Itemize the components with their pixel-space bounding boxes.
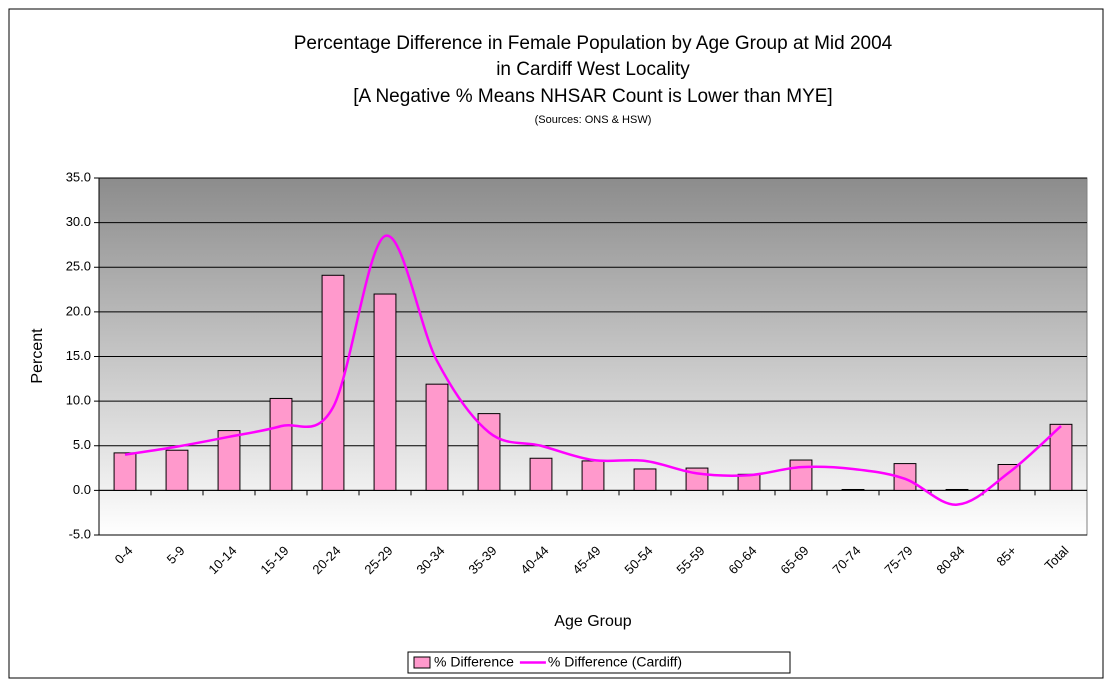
bar <box>477 413 501 491</box>
bar <box>841 488 865 491</box>
legend-swatch <box>413 656 431 669</box>
y-tick-label: 15.0 <box>66 348 91 363</box>
bar <box>373 293 397 491</box>
y-axis-title: Percent <box>29 328 46 384</box>
bar <box>581 460 605 491</box>
y-tick-label: 0.0 <box>73 482 91 497</box>
bar <box>529 457 553 491</box>
bar <box>1049 423 1073 491</box>
y-tick-label: 25.0 <box>66 259 91 274</box>
bar <box>425 383 449 491</box>
bar <box>321 274 345 491</box>
legend-box <box>407 651 791 674</box>
y-tick-label: 20.0 <box>66 303 91 318</box>
legend-label: % Difference <box>434 654 514 670</box>
legend-label: % Difference (Cardiff) <box>548 654 682 670</box>
bar <box>997 463 1021 491</box>
bar <box>893 463 917 491</box>
x-axis-title: Age Group <box>554 613 631 630</box>
bar <box>945 488 969 491</box>
bar <box>269 397 293 491</box>
y-tick-label: -5.0 <box>69 526 91 541</box>
bar <box>633 468 657 491</box>
bar <box>113 452 137 491</box>
bar <box>217 430 241 491</box>
y-tick-label: 30.0 <box>66 214 91 229</box>
chart-title: Percentage Difference in Female Populati… <box>294 33 893 54</box>
line <box>124 234 1062 506</box>
bar <box>165 449 189 491</box>
bar <box>789 459 813 491</box>
y-tick-label: 5.0 <box>73 437 91 452</box>
chart-subtitle: in Cardiff West Locality <box>496 59 690 80</box>
y-tick-label: 35.0 <box>66 169 91 184</box>
chart-note: [A Negative % Means NHSAR Count is Lower… <box>353 86 832 107</box>
y-tick-label: 10.0 <box>66 393 91 408</box>
chart-source: (Sources: ONS & HSW) <box>535 114 652 126</box>
